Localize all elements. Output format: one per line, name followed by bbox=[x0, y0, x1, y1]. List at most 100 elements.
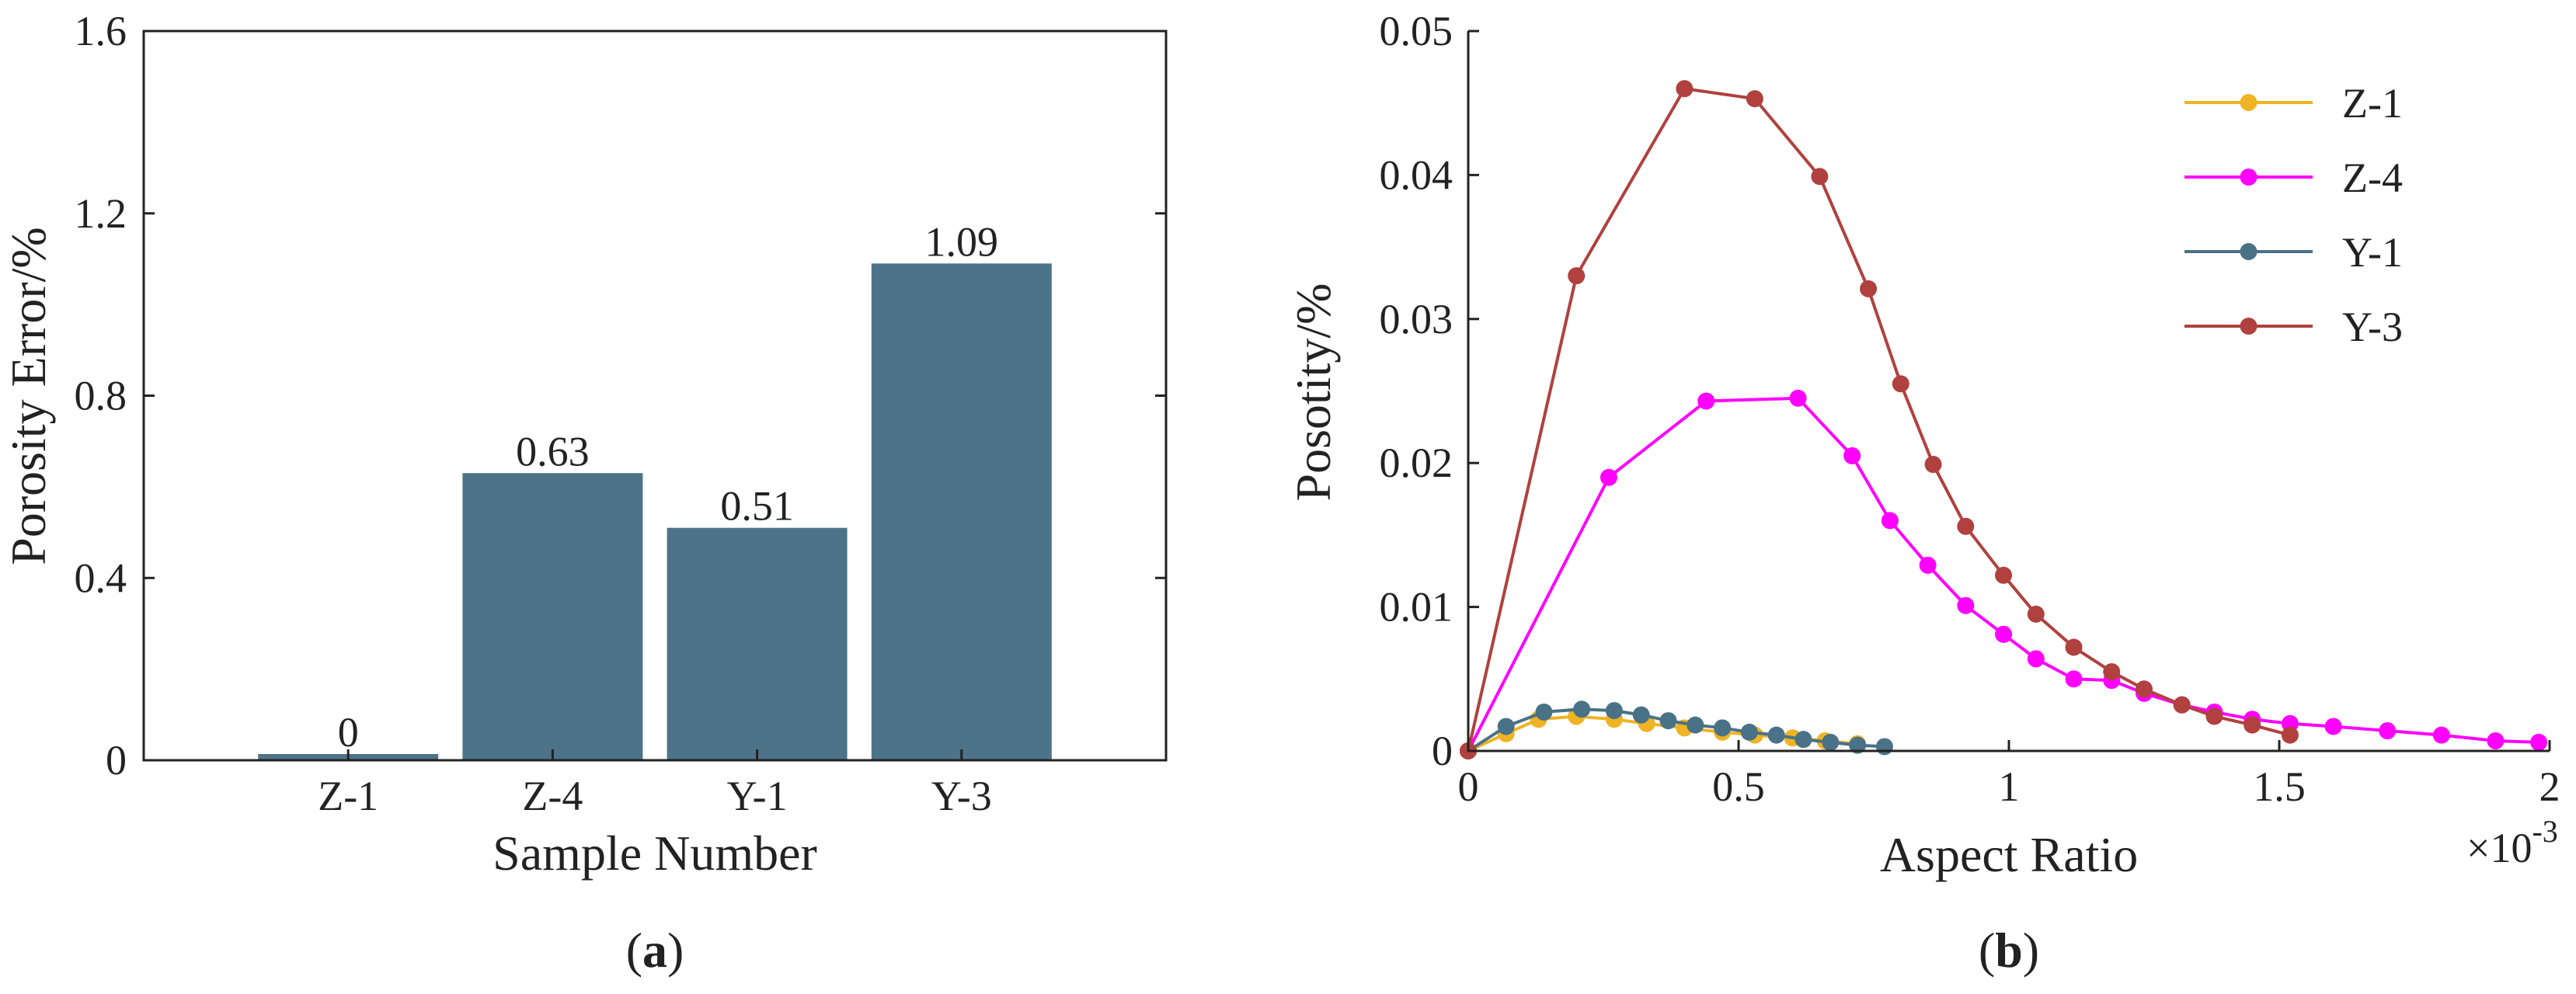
data-point bbox=[2173, 696, 2191, 714]
data-point bbox=[1843, 447, 1861, 464]
legend-item-y-1: Y-1 bbox=[2184, 229, 2403, 276]
bar-value-label: 1.09 bbox=[925, 218, 999, 265]
series-y-3 bbox=[1460, 80, 2299, 759]
data-point bbox=[1995, 625, 2013, 643]
data-point bbox=[2324, 718, 2342, 735]
panel-b-line-chart: 0 0.01 0.02 0.03 0.04 0.05 0 0.5 1 1.5 2 Aspect R… bbox=[1286, 8, 2560, 978]
data-point bbox=[2379, 722, 2397, 740]
y-tick-label: 0.01 bbox=[1380, 584, 1453, 631]
data-point bbox=[1659, 712, 1677, 730]
data-point bbox=[2432, 726, 2450, 744]
data-point bbox=[1714, 719, 1732, 737]
panel-label: (b) bbox=[1979, 923, 2039, 978]
axes-lines bbox=[1467, 31, 2550, 752]
x-tick-label: Z-1 bbox=[318, 773, 378, 819]
x-tick-label: 1 bbox=[1999, 763, 2020, 810]
panel-letter: a bbox=[642, 923, 667, 978]
x-axis-ticks: Z-1 Z-4 Y-1 Y-3 bbox=[318, 749, 992, 819]
x-multiplier-exponent: -3 bbox=[2532, 814, 2557, 849]
x-multiplier-base: ×10 bbox=[2466, 825, 2532, 871]
legend-marker bbox=[2240, 318, 2257, 335]
data-point bbox=[1600, 468, 1617, 486]
data-point bbox=[1881, 512, 1899, 530]
data-point bbox=[2136, 680, 2153, 698]
y-tick-label: 1.2 bbox=[75, 190, 127, 237]
panel-label: (a) bbox=[626, 923, 684, 978]
bar-y-3 bbox=[871, 263, 1052, 760]
data-point bbox=[1924, 456, 1942, 474]
y-axis-ticks: 0 0.01 0.02 0.03 0.04 0.05 bbox=[1380, 8, 1479, 774]
x-tick-label: Z-4 bbox=[522, 773, 583, 819]
y-tick-label: 0 bbox=[106, 737, 127, 784]
data-point bbox=[1568, 267, 1586, 285]
data-point bbox=[1957, 596, 1975, 614]
bar-value-labels: 0 0.63 0.51 1.09 bbox=[338, 218, 998, 756]
data-point bbox=[1919, 556, 1937, 574]
data-point bbox=[1687, 716, 1704, 734]
data-point bbox=[2027, 650, 2045, 668]
bar-z-4 bbox=[462, 473, 643, 760]
data-point bbox=[2530, 733, 2548, 751]
legend-label: Z-4 bbox=[2342, 155, 2403, 201]
series-y-1 bbox=[1460, 700, 1893, 759]
data-point bbox=[1860, 280, 1878, 297]
series-group bbox=[1460, 80, 2548, 759]
x-tick-label: Y-1 bbox=[727, 773, 788, 819]
legend-item-z-1: Z-1 bbox=[2184, 80, 2403, 127]
data-point bbox=[1632, 706, 1650, 724]
bar-group bbox=[258, 263, 1052, 760]
panel-a-bar-chart: 0 0.4 0.8 1.2 1.6 Z-1 Z-4 Y-1 Y-3 0 0.63 0.51 1.09… bbox=[1, 8, 1168, 978]
data-point bbox=[1995, 566, 2013, 584]
y-tick-label: 0.4 bbox=[75, 554, 127, 601]
x-tick-label: Y-3 bbox=[931, 773, 992, 819]
x-axis-label: Aspect Ratio bbox=[1880, 827, 2138, 882]
series-line bbox=[1467, 396, 2539, 752]
series-line bbox=[1467, 87, 2291, 752]
data-point bbox=[1497, 718, 1515, 735]
y-axis-label: Posotity/% bbox=[1286, 283, 1341, 502]
x-tick-label: 0.5 bbox=[1712, 763, 1765, 810]
axes-box bbox=[142, 30, 1168, 762]
data-point bbox=[1892, 375, 1909, 393]
y-tick-label: 0.8 bbox=[75, 373, 127, 419]
bar-value-label: 0.51 bbox=[720, 483, 794, 530]
bar-value-label: 0 bbox=[338, 709, 359, 756]
legend-item-y-3: Y-3 bbox=[2184, 304, 2403, 350]
data-point bbox=[2065, 638, 2083, 656]
bar-value-label: 0.63 bbox=[516, 428, 590, 474]
legend-item-z-4: Z-4 bbox=[2184, 155, 2403, 201]
data-point bbox=[1535, 703, 1553, 721]
data-point bbox=[2027, 605, 2045, 623]
data-point bbox=[1676, 80, 1694, 98]
data-point bbox=[1746, 90, 1763, 108]
y-tick-label: 0.02 bbox=[1380, 440, 1453, 486]
legend: Z-1 Z-4 Y-1 Y-3 bbox=[2184, 80, 2403, 350]
legend-marker bbox=[2240, 94, 2257, 111]
y-axis-ticks: 0 0.4 0.8 1.2 1.6 bbox=[75, 8, 1166, 784]
data-point bbox=[2244, 716, 2261, 734]
data-point bbox=[2103, 663, 2121, 681]
legend-label: Y-3 bbox=[2342, 304, 2403, 350]
data-point bbox=[2281, 726, 2299, 744]
data-point bbox=[1875, 738, 1893, 756]
data-point bbox=[1740, 723, 1758, 741]
y-tick-label: 0.03 bbox=[1380, 296, 1453, 342]
data-point bbox=[1794, 731, 1812, 749]
x-axis-label: Sample Number bbox=[493, 825, 817, 881]
data-point bbox=[1573, 700, 1591, 718]
x-tick-label: 0 bbox=[1458, 763, 1479, 810]
legend-label: Z-1 bbox=[2342, 80, 2403, 127]
data-point bbox=[1849, 736, 1867, 754]
x-tick-label: 1.5 bbox=[2253, 763, 2306, 810]
data-point bbox=[1697, 392, 1715, 410]
panel-letter: b bbox=[1995, 923, 2023, 978]
x-tick-label: 2 bbox=[2539, 763, 2560, 810]
data-point bbox=[2205, 707, 2223, 725]
data-point bbox=[2487, 732, 2505, 750]
x-multiplier: ×10-3 bbox=[2466, 814, 2558, 871]
y-tick-label: 0.05 bbox=[1380, 8, 1453, 54]
x-axis-ticks: 0 0.5 1 1.5 2 bbox=[1458, 740, 2560, 810]
data-point bbox=[2065, 670, 2083, 688]
y-tick-label: 0.04 bbox=[1380, 151, 1453, 198]
